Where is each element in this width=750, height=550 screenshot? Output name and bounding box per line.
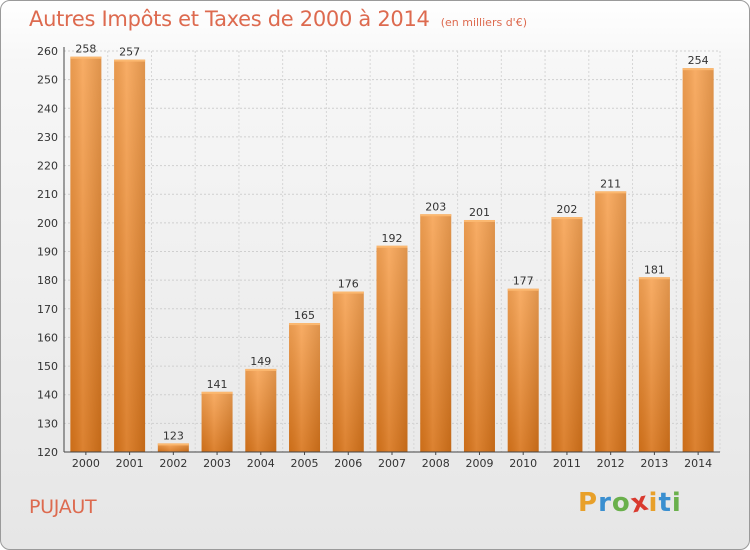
value-label: 165	[294, 309, 315, 322]
value-label: 141	[207, 378, 228, 391]
bar-cap-2013	[638, 277, 670, 280]
logo-letter: r	[598, 488, 612, 518]
bar-shade-2008	[420, 214, 452, 452]
bar-shade-2014	[682, 68, 714, 452]
y-tick-label: 260	[37, 45, 58, 58]
bar-cap-2000	[70, 56, 102, 59]
x-tick-label: 2014	[684, 457, 712, 470]
bar-shade-2005	[289, 323, 321, 452]
bar-shade-2013	[638, 277, 670, 452]
bar-cap-2011	[551, 217, 583, 220]
bar-cap-2004	[245, 368, 277, 371]
x-tick-label: 2013	[640, 457, 668, 470]
y-tick-label: 180	[37, 274, 58, 287]
bar-cap-2007	[376, 245, 408, 248]
logo-letter: i	[648, 488, 659, 518]
value-label: 203	[425, 200, 446, 213]
bar-shade-2011	[551, 217, 583, 452]
y-tick-label: 150	[37, 360, 58, 373]
bar-shade-2009	[463, 219, 495, 452]
bar-cap-2006	[332, 291, 364, 294]
bars-layer	[70, 56, 714, 452]
x-tick-label: 2002	[159, 457, 187, 470]
y-tick-label: 170	[37, 303, 58, 316]
location-name: PUJAUT	[29, 496, 97, 518]
bar-cap-2012	[595, 191, 627, 194]
value-label: 123	[163, 429, 184, 442]
bar-cap-2009	[463, 219, 495, 222]
x-tick-label: 2006	[334, 457, 362, 470]
value-label: 254	[688, 54, 709, 67]
bar-shade-2002	[157, 443, 189, 452]
x-tick-label: 2010	[509, 457, 537, 470]
bar-shade-2006	[332, 291, 364, 452]
y-tick-label: 230	[37, 131, 58, 144]
value-label: 202	[556, 203, 577, 216]
y-tick-label: 160	[37, 331, 58, 344]
value-label: 181	[644, 263, 665, 276]
x-tick-label: 2000	[72, 457, 100, 470]
bar-cap-2014	[682, 68, 714, 71]
bar-cap-2005	[289, 323, 321, 326]
proxiti-logo: Proxiti	[578, 486, 682, 519]
chart-title: Autres Impôts et Taxes de 2000 à 2014	[29, 7, 430, 31]
x-tick-label: 2009	[465, 457, 493, 470]
y-tick-label: 120	[37, 446, 58, 459]
x-tick-label: 2001	[116, 457, 144, 470]
bar-shade-2003	[201, 391, 233, 452]
logo-letter: i	[671, 488, 682, 518]
x-tick-label: 2004	[247, 457, 275, 470]
y-tick-label: 140	[37, 389, 58, 402]
y-tick-label: 240	[37, 102, 58, 115]
y-tick-label: 200	[37, 217, 58, 230]
axis-layer: 120 130 140 150 160 170 180 190 200 210 220 230 240 2…	[37, 45, 720, 459]
value-label: 201	[469, 206, 490, 219]
y-tick-label: 210	[37, 188, 58, 201]
value-label: 149	[250, 355, 271, 368]
bar-shade-2007	[376, 245, 408, 452]
logo-letter: P	[578, 488, 599, 518]
bar-shade-2012	[595, 191, 627, 452]
bar-shade-2010	[507, 288, 539, 452]
y-tick-label: 220	[37, 160, 58, 173]
y-tick-label: 250	[37, 74, 58, 87]
labels-layer: 258 2000 257 2001 123 2002 141 2003 149 2004 165 20…	[72, 43, 712, 470]
bar-cap-2008	[420, 214, 452, 217]
bar-cap-2003	[201, 391, 233, 394]
logo-letter: t	[658, 488, 672, 518]
bar-cap-2001	[114, 59, 146, 62]
bar-cap-2010	[507, 288, 539, 291]
bar-shade-2004	[245, 368, 277, 452]
x-tick-label: 2007	[378, 457, 406, 470]
logo-letter: o	[611, 488, 631, 518]
bar-shade-2001	[114, 59, 146, 452]
x-tick-label: 2008	[422, 457, 450, 470]
value-label: 211	[600, 177, 621, 190]
chart-subtitle: (en milliers d'€)	[440, 16, 527, 29]
x-tick-label: 2011	[553, 457, 581, 470]
value-label: 177	[513, 275, 534, 288]
chart-title-line: Autres Impôts et Taxes de 2000 à 2014 (e…	[29, 7, 527, 31]
bar-shade-2000	[70, 56, 102, 452]
value-label: 257	[119, 46, 140, 59]
y-tick-label: 130	[37, 417, 58, 430]
bar-cap-2002	[157, 443, 189, 446]
x-tick-label: 2003	[203, 457, 231, 470]
value-label: 258	[75, 43, 96, 56]
y-tick-label: 190	[37, 246, 58, 259]
value-label: 176	[338, 278, 359, 291]
value-label: 192	[382, 232, 403, 245]
x-tick-label: 2005	[291, 457, 319, 470]
x-tick-label: 2012	[597, 457, 625, 470]
